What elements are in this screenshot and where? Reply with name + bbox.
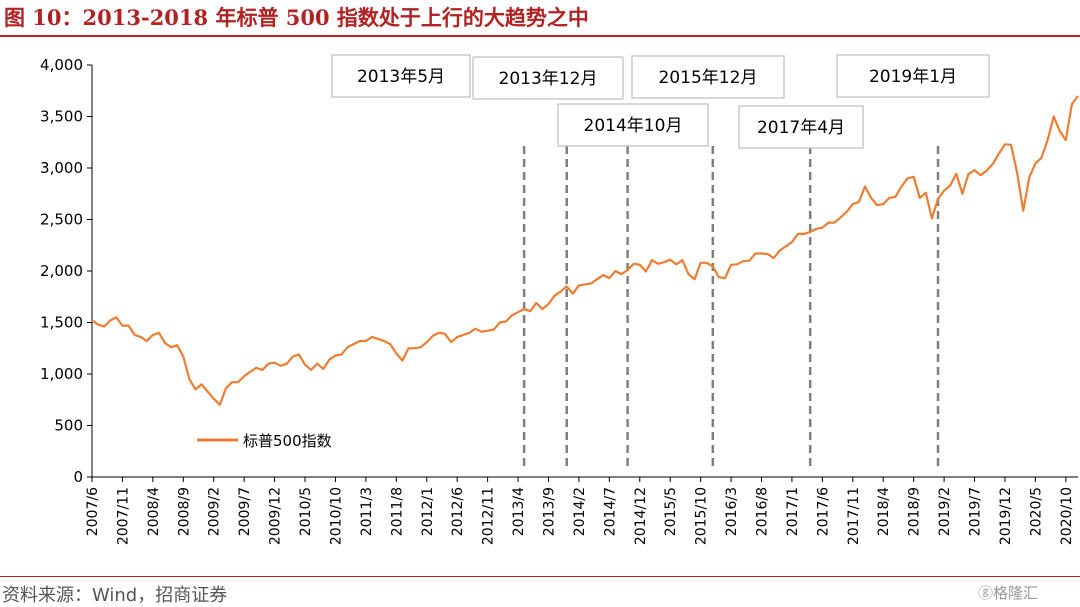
x-tick-label: 2012/1 [420,487,436,536]
x-tick-label: 2017/6 [815,487,831,536]
x-tick-label: 2016/3 [724,487,740,536]
x-tick-label: 2014/2 [572,487,588,536]
annotation-box [738,105,864,149]
y-tick-label: 4,000 [40,56,83,74]
y-tick-label: 1,500 [40,314,83,332]
x-tick-label: 2009/2 [207,487,223,536]
annotation-label: 2013年5月 [357,67,445,87]
y-tick-label: 500 [54,417,83,435]
x-tick-label: 2014/12 [633,487,649,545]
x-tick-label: 2012/6 [450,487,466,536]
y-tick-label: 3,000 [40,159,83,177]
x-tick-label: 2010/10 [328,487,344,545]
x-tick-label: 2008/4 [146,487,162,536]
annotation-box [836,54,990,98]
sp500-line-chart: 05001,0001,5002,0002,5003,0003,5004,000 … [40,54,1079,545]
x-tick-label: 2009/7 [237,487,253,536]
y-tick-label: 3,500 [40,108,83,126]
x-tick-label: 2018/4 [876,487,892,536]
annotation-label: 2019年1月 [869,67,957,87]
x-tick-label: 2011/8 [389,487,405,536]
x-tick-label: 2010/5 [298,487,314,536]
source-note: 资料来源：Wind，招商证券 [2,585,228,606]
x-tick-label: 2015/5 [663,487,679,536]
title-rule [0,35,1080,37]
x-tick-label: 2014/7 [602,487,618,536]
x-tick-label: 2019/7 [968,487,984,536]
y-tick-label: 2,000 [40,262,83,280]
annotation-lines [522,146,940,467]
x-tick-label: 2011/3 [359,487,375,536]
annotation-box [331,54,471,98]
source-rule [0,576,1080,577]
figure-title: 图 10：2013-2018 年标普 500 指数处于上行的大趋势之中 [4,5,589,30]
x-tick-label: 2018/9 [907,487,923,536]
x-tick-label: 2016/8 [755,487,771,536]
x-tick-label: 2008/9 [176,487,192,536]
y-tick-label: 0 [73,468,83,486]
series-line [91,95,1079,406]
watermark: ⓖ格隆汇 [978,584,1039,602]
x-tick-label: 2019/12 [998,487,1014,545]
x-tick-label: 2012/11 [481,487,497,545]
x-tick-label: 2020/5 [1028,487,1044,536]
annotation-label: 2013年12月 [499,69,598,89]
series-group [91,95,1079,406]
y-tick-label: 1,000 [40,365,83,383]
annotation-label: 2015年12月 [659,68,758,88]
x-tick-label: 2019/2 [937,487,953,536]
x-tick-label: 2007/11 [115,487,131,545]
annotation-boxes: 2013年5月 2013年12月 2014年10月 2015年12月 2017年4月 20… [331,54,990,149]
annotation-label: 2017年4月 [757,118,845,138]
legend-label: 标普500指数 [243,432,332,450]
x-tick-label: 2017/11 [846,487,862,545]
x-tick-label: 2009/12 [268,487,284,545]
annotation-label: 2014年10月 [584,116,683,136]
x-tick-label: 2017/1 [785,487,801,536]
annotation-box [631,55,785,99]
x-axis: 2007/6 2007/11 2008/4 2008/9 2009/2 2009/7 200… [85,476,1078,545]
x-tick-label: 2013/4 [511,487,527,536]
y-axis: 0 500 1,000 1,500 2,000 2,500 3,000 3,500 4,000 [40,56,93,486]
annotation-box [472,56,624,100]
x-tick-label: 2013/9 [541,487,557,536]
watermark-text: 格隆汇 [993,584,1039,602]
annotation-box [557,103,709,147]
chart-legend: 标普500指数 [197,432,332,450]
y-tick-label: 2,500 [40,211,83,229]
x-tick-label: 2020/10 [1059,487,1075,545]
x-tick-label: 2015/10 [694,487,710,545]
x-tick-label: 2007/6 [85,487,101,536]
